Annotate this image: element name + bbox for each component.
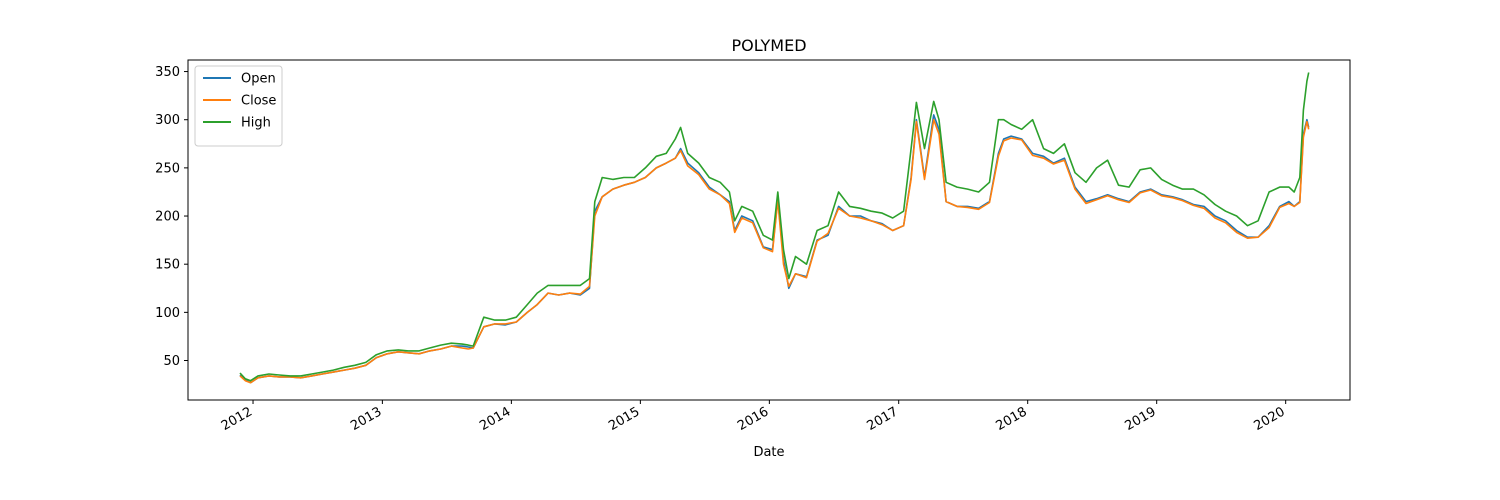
legend-box xyxy=(194,65,283,147)
series-line-close xyxy=(239,118,1310,384)
y-tick-label: 100 xyxy=(155,306,180,321)
y-tick-label: 50 xyxy=(163,354,180,369)
x-axis-title: Date xyxy=(753,445,784,460)
y-tick-label: 150 xyxy=(155,258,180,273)
series-line-high xyxy=(239,72,1310,382)
legend: Open Close High xyxy=(194,65,283,147)
y-tick-label: 200 xyxy=(155,210,180,225)
y-tick-label: 250 xyxy=(155,161,180,176)
series-layer xyxy=(239,72,1310,384)
y-axis: 50 100 150 200 250 300 350 xyxy=(155,65,188,369)
y-tick-label: 300 xyxy=(155,113,180,128)
legend-label-high: High xyxy=(241,116,271,131)
legend-label-open: Open xyxy=(241,72,276,87)
chart-title: POLYMED xyxy=(731,36,806,55)
y-tick-label: 350 xyxy=(155,65,180,80)
legend-label-close: Close xyxy=(241,94,276,109)
